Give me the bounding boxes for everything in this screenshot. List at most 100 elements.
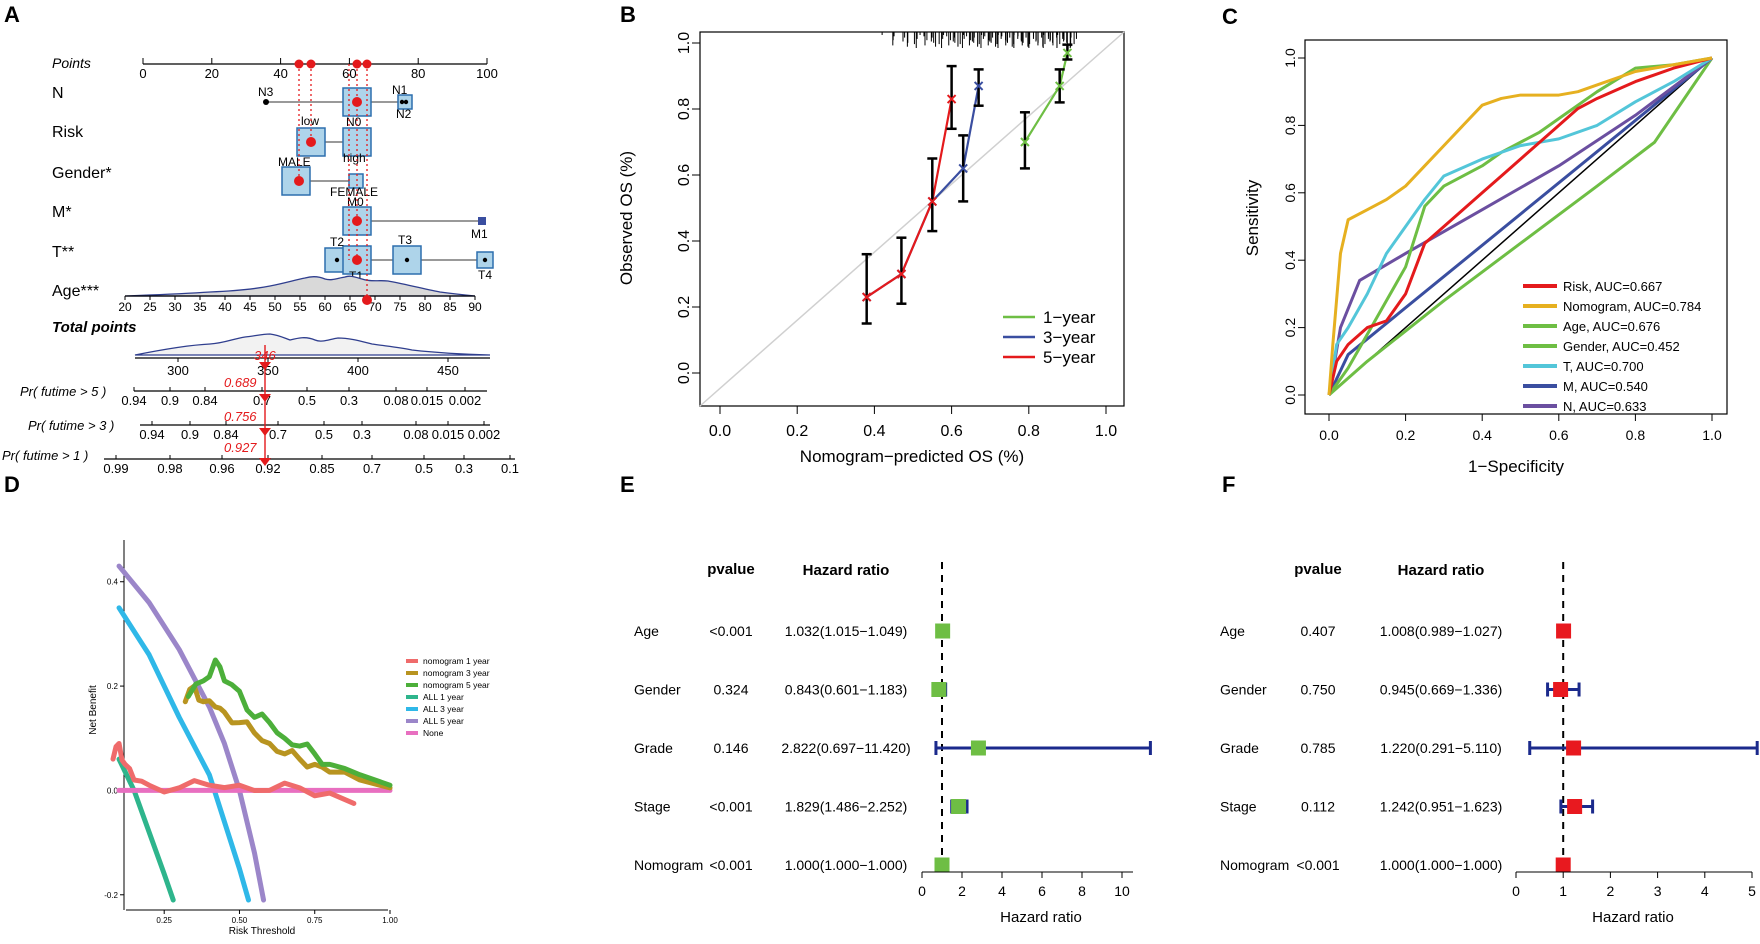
points-tick-label: 60 [342, 66, 356, 81]
points-tick-label: 20 [205, 66, 219, 81]
dca-legend-label: ALL 1 year [423, 692, 464, 702]
forest-row-label: Stage [634, 799, 671, 815]
total-points-value: 346 [254, 348, 276, 363]
calibration-panel: 0.0 0.2 0.4 0.6 0.8 1.0 0.0 0.2 0.4 0.6 0.8 1.0 1−y… [617, 31, 1125, 466]
pr3-tick-label: 0.5 [315, 427, 333, 442]
dca-legend-label: ALL 3 year [423, 704, 464, 714]
age-axis-ticks: 20 25 30 35 40 45 50 55 60 65 70 75 80 85 90 [118, 296, 482, 314]
roc-x-tick-label: 0.8 [1626, 427, 1646, 443]
roc-curve-0 [1327, 56, 1713, 396]
forest-col-pvalue: pvalue [1294, 561, 1342, 578]
pr1-tick-label: 0.3 [455, 461, 473, 476]
roc-curve-5 [1327, 56, 1713, 396]
calibration-legend-label: 5−year [1043, 348, 1096, 367]
pr1-axis-ticks: 0.99 0.98 0.96 0.92 0.85 0.7 0.5 0.3 0.1 [103, 455, 519, 476]
age-tick-label: 90 [468, 300, 482, 314]
calibration-x-tick-label: 0.8 [1018, 423, 1040, 440]
forest-x-label: Hazard ratio [1592, 909, 1674, 926]
pr3-tick-label: 0.84 [213, 427, 238, 442]
age-tick-label: 65 [343, 300, 357, 314]
nomogram-label-n: N [52, 85, 64, 102]
pr5-tick-label: 0.5 [298, 393, 316, 408]
pr1-tick-label: 0.7 [363, 461, 381, 476]
roc-y-tick-label: 0.6 [1282, 183, 1298, 203]
t2-point [334, 257, 340, 263]
pr3-value: 0.756 [224, 409, 257, 424]
calibration-y-tick-label: 0.4 [676, 230, 693, 252]
calibration-axes: 0.0 0.2 0.4 0.6 0.8 1.0 0.0 0.2 0.4 0.6 0.8 1.0 [676, 31, 1125, 440]
calibration-point [946, 94, 957, 104]
roc-x-label: 1−Specificity [1468, 457, 1564, 476]
pr5-tick-label: 0.84 [192, 393, 217, 408]
forest-row-hr: 1.242(0.951−1.623) [1380, 799, 1503, 815]
roc-curve-2 [1327, 56, 1713, 396]
forest-row-hr: 1.829(1.486−2.252) [785, 799, 908, 815]
nomogram-label-risk: Risk [52, 124, 84, 141]
nomogram-panel: Points N Risk Gender* M* T** Age*** Tota… [2, 55, 519, 476]
forest-x-tick-label: 0 [918, 883, 926, 899]
m1-box [478, 217, 486, 225]
nomogram-label-pr3: Pr( futime > 3 ) [28, 418, 114, 433]
forest-row-label: Gender [634, 682, 681, 698]
calibration-x-tick-label: 0.2 [786, 423, 808, 440]
dca-curve-3 [116, 756, 176, 903]
roc-y-tick-label: 1.0 [1282, 48, 1298, 68]
calibration-point [1062, 48, 1073, 58]
pr3-tick-label: 0.002 [468, 427, 501, 442]
forest-x-tick-label: 4 [1701, 883, 1709, 899]
n3-point [263, 99, 269, 105]
pr1-value: 0.927 [224, 440, 257, 455]
calibration-legend-label: 1−year [1043, 308, 1096, 327]
total-points-density [134, 333, 491, 356]
points-axis-ticks: 0 20 40 60 80 100 [139, 58, 498, 81]
roc-x-tick-label: 1.0 [1702, 427, 1722, 443]
forest-row-hr: 1.000(1.000−1.000) [785, 857, 908, 873]
forest-row-pvalue: <0.001 [709, 799, 752, 815]
nomogram-label-t: T** [52, 244, 74, 261]
roc-legend-label: N, AUC=0.633 [1563, 399, 1646, 414]
forest-row-hr: 0.843(0.601−1.183) [785, 682, 908, 698]
calibration-line-2 [866, 98, 953, 299]
forest-col-pvalue: pvalue [707, 561, 755, 578]
gender-level-male: MALE [278, 155, 311, 169]
dca-x-tick-label: 1.00 [382, 916, 398, 925]
forest-row-pvalue: <0.001 [1296, 857, 1339, 873]
dca-curve-2 [185, 657, 393, 788]
nomogram-label-total: Total points [52, 319, 136, 336]
pr3-tick-label: 0.08 [403, 427, 428, 442]
n-level-n3: N3 [258, 85, 274, 99]
calibration-line-0 [1024, 52, 1069, 143]
panel-label-e: E [620, 472, 635, 497]
total-tick-label: 300 [167, 363, 189, 378]
dca-y-tick-label: 0.0 [107, 786, 119, 795]
forest-col-hr: Hazard ratio [803, 562, 890, 579]
pr5-tick-label: 0.08 [383, 393, 408, 408]
age-tick-label: 80 [418, 300, 432, 314]
calibration-x-tick-label: 0.6 [940, 423, 962, 440]
pr5-tick-label: 0.002 [449, 393, 482, 408]
forest-row-hr: 1.032(1.015−1.049) [785, 623, 908, 639]
pr3-axis-ticks: 0.94 0.9 0.84 0.7 0.5 0.3 0.08 0.015 0.002 [139, 421, 500, 442]
calibration-y-tick-label: 0.2 [676, 296, 693, 318]
panel-label-f: F [1222, 472, 1235, 497]
pr1-tick-label: 0.92 [255, 461, 280, 476]
nomogram-label-age: Age*** [52, 283, 99, 300]
forest-panel-f: pvalue Hazard ratio Age 0.407 1.008(0.989−1.… [1220, 561, 1759, 926]
dca-axes: 0.25 0.50 0.75 1.00 -0.2 0.0 0.2 0.4 [104, 540, 398, 925]
roc-y-tick-label: 0.8 [1282, 115, 1298, 135]
total-marker [259, 362, 271, 370]
roc-x-tick-label: 0.0 [1319, 427, 1339, 443]
pr5-value: 0.689 [224, 375, 257, 390]
forest-panel-e: pvalue Hazard ratio Age <0.001 1.032(1.015−1… [634, 561, 1152, 926]
roc-x-tick-label: 0.2 [1396, 427, 1416, 443]
dca-legend-label: nomogram 1 year [423, 656, 490, 666]
dca-x-tick-label: 0.75 [307, 916, 323, 925]
points-tick-label: 100 [476, 66, 498, 81]
age-tick-label: 60 [318, 300, 332, 314]
n2-point [403, 99, 409, 105]
forest-row-label: Gender [1220, 682, 1267, 698]
pr1-tick-label: 0.96 [209, 461, 234, 476]
forest-hr-square [1556, 623, 1572, 639]
n-level-n0: N0 [346, 115, 362, 129]
age-tick-label: 30 [168, 300, 182, 314]
